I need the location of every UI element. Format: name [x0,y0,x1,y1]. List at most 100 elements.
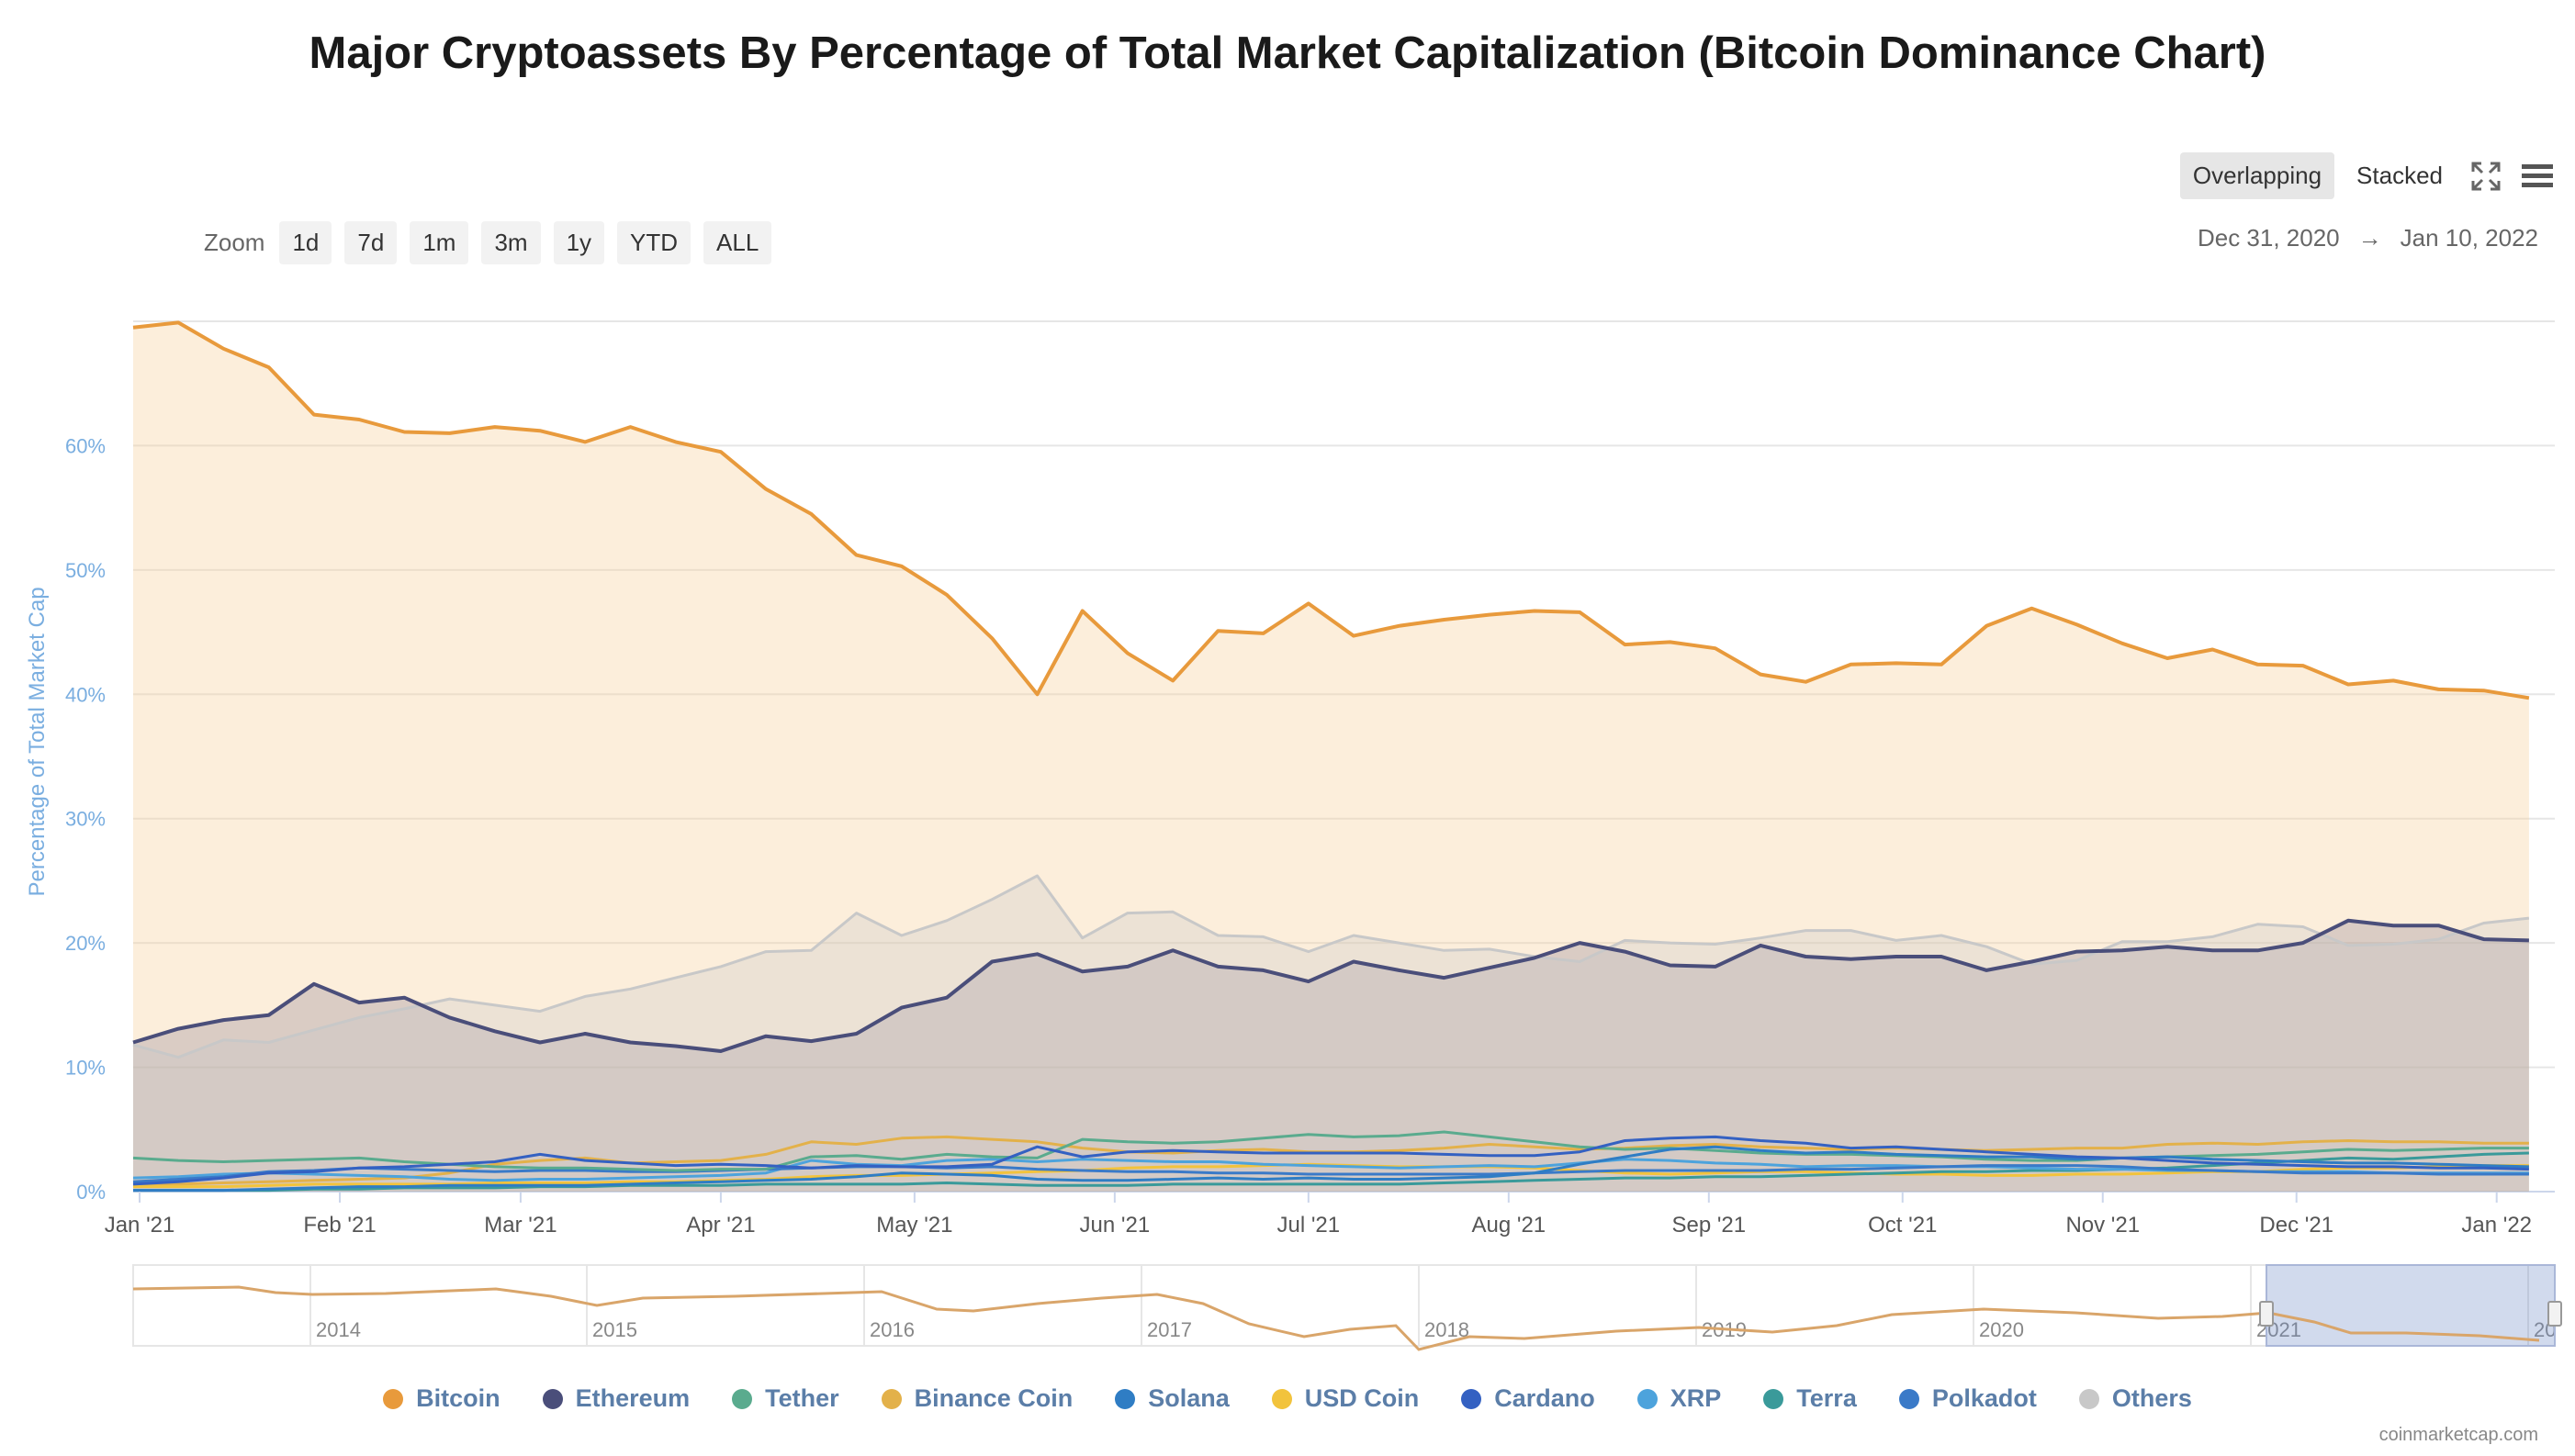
fullscreen-icon-glyph [2471,162,2501,190]
legend-dot-icon [732,1388,753,1409]
legend-item-cardano[interactable]: Cardano [1461,1384,1595,1413]
range-navigator[interactable]: 2014201520162017201820192020202120 [132,1264,2562,1351]
x-tick-label: Mar '21 [484,1213,557,1238]
x-tick-label: Oct '21 [1868,1213,1937,1238]
legend-item-ethereum[interactable]: Ethereum [542,1384,691,1413]
polkadot-line[interactable] [132,1164,2529,1183]
legend-label: USD Coin [1304,1384,1420,1412]
x-tick-label: May '21 [876,1213,952,1238]
menu-icon-glyph [2522,163,2553,187]
zoom-controls: Zoom 1d 7d 1m 3m 1y YTD ALL [204,220,772,264]
legend-item-tether[interactable]: Tether [732,1384,839,1413]
y-axis-ticks: 0% 10% 20% 30% 40% 50% 60% [65,434,106,1204]
zoom-1y-button[interactable]: 1y [553,220,605,264]
fullscreen-icon[interactable] [2465,155,2507,197]
x-axis-ticks: Jan '21 Feb '21 Mar '21 Apr '21 May '21 Jun '… [105,1192,2532,1238]
navigator-bitcoin-line [132,1285,2540,1351]
zoom-ytd-button[interactable]: YTD [617,220,692,264]
menu-icon[interactable] [2516,155,2558,197]
series-lines [132,320,2530,1193]
navigator-year-label: 2015 [592,1318,637,1341]
bitcoin-area [133,322,2529,1192]
x-tick-label: Aug '21 [1471,1213,1546,1238]
y-tick-label: 60% [65,434,106,457]
legend-item-solana[interactable]: Solana [1115,1384,1230,1413]
x-tick-label: Jun '21 [1080,1213,1151,1238]
legend-item-xrp[interactable]: XRP [1636,1384,1722,1413]
y-axis-label: Percentage of Total Market Cap [25,587,50,896]
legend-dot-icon [1898,1388,1919,1409]
zoom-all-button[interactable]: ALL [703,220,772,264]
x-tick-label: Apr '21 [686,1213,755,1238]
zoom-1m-button[interactable]: 1m [410,220,469,264]
legend-label: XRP [1670,1384,1722,1412]
chart-title: Major Cryptoassets By Percentage of Tota… [309,28,2266,78]
chart-toolbar: Overlapping Stacked [2179,152,2558,199]
legend-item-bitcoin[interactable]: Bitcoin [383,1384,500,1413]
navigator-handle[interactable] [2259,1301,2274,1327]
x-tick-label: Jul '21 [1277,1213,1341,1238]
legend-dot-icon [881,1388,902,1409]
y-tick-label: 20% [65,932,106,955]
navigator-year-label: 2016 [870,1318,915,1341]
legend-label: Binance Coin [914,1384,1074,1412]
date-range-end[interactable]: Jan 10, 2022 [2400,224,2538,252]
stacked-button[interactable]: Stacked [2356,162,2443,189]
navigator-year-label: 2017 [1147,1318,1192,1341]
zoom-3m-button[interactable]: 3m [481,220,541,264]
legend-label: Terra [1796,1384,1857,1412]
legend-label: Bitcoin [416,1384,500,1412]
x-tick-label: Feb '21 [303,1213,376,1238]
legend-item-others[interactable]: Others [2078,1384,2192,1413]
y-tick-label: 40% [65,683,106,706]
others-line[interactable] [132,874,2530,1059]
legend-dot-icon [1461,1388,1482,1409]
legend-label: Polkadot [1931,1384,2037,1412]
legend-dot-icon [1115,1388,1136,1409]
navigator-year-label: 2014 [316,1318,361,1341]
legend-dot-icon [1763,1388,1784,1409]
y-tick-label: 30% [65,808,106,831]
date-range: Dec 31, 2020 → Jan 10, 2022 [2198,224,2538,252]
y-tick-label: 50% [65,559,106,582]
legend-dot-icon [2078,1388,2099,1409]
legend-item-terra[interactable]: Terra [1763,1384,1857,1413]
zoom-7d-button[interactable]: 7d [344,220,398,264]
x-tick-label: Nov '21 [2065,1213,2140,1238]
ethereum-line[interactable] [132,918,2529,1053]
legend-dot-icon [383,1388,404,1409]
legend-dot-icon [1271,1388,1292,1409]
navigator-handle[interactable] [2547,1301,2562,1327]
source-credit: coinmarketcap.com [2378,1425,2538,1445]
x-tick-label: Jan '22 [2461,1213,2532,1238]
x-tick-label: Dec '21 [2259,1213,2333,1238]
bitcoin-line[interactable] [132,320,2530,700]
legend-label: Tether [765,1384,839,1412]
legend-item-polkadot[interactable]: Polkadot [1898,1384,2037,1413]
zoom-1d-button[interactable]: 1d [279,220,332,264]
date-range-arrow: → [2357,224,2382,252]
legend-dot-icon [542,1388,563,1409]
legend-label: Others [2111,1384,2192,1412]
zoom-label: Zoom [204,228,265,256]
dominance-chart: 0% 10% 20% 30% 40% 50% 60% Jan '21 Feb '21 Mar '… [25,320,2562,1351]
legend-label: Cardano [1494,1384,1595,1412]
xrp-line[interactable] [132,1158,2529,1182]
legend: Bitcoin Ethereum Tether Binance Coin Solana U… [0,1384,2575,1413]
cardano-line[interactable] [132,1135,2529,1186]
series-areas [133,322,2529,1192]
legend-label: Ethereum [575,1384,691,1412]
legend-item-binance-coin[interactable]: Binance Coin [881,1384,1074,1413]
navigator-frame [132,1264,2556,1347]
ethereum-area [133,920,2529,1192]
navigator-year-label: 2020 [1979,1318,2024,1341]
date-range-start[interactable]: Dec 31, 2020 [2197,224,2340,252]
legend-item-usd-coin[interactable]: USD Coin [1271,1384,1420,1413]
legend-label: Solana [1148,1384,1230,1412]
overlapping-button[interactable]: Overlapping [2179,152,2335,199]
y-tick-label: 10% [65,1057,106,1080]
y-tick-label: 0% [76,1181,106,1204]
legend-dot-icon [1636,1388,1658,1409]
x-tick-label: Sep '21 [1671,1213,1746,1238]
x-tick-label: Jan '21 [105,1213,175,1238]
